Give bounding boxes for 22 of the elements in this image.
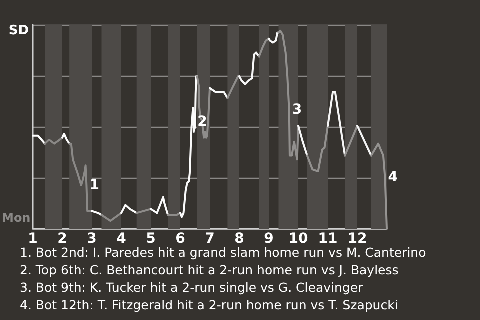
text: SD	[8, 24, 30, 38]
annotation: 4	[388, 170, 398, 186]
text: 4. Bot 12th: T. Fitzgerald hit a 2-run home run vs T. Szapucki	[20, 298, 398, 312]
x-tick-label: 8	[234, 231, 244, 247]
x-tick-label: 9	[264, 231, 274, 247]
x-tick-label: 5	[146, 231, 156, 247]
x-tick-label: 1	[28, 231, 38, 247]
annotation: 2	[198, 114, 208, 130]
text: Mon	[2, 211, 31, 225]
x-tick-label: 12	[348, 231, 368, 247]
x-tick-label: 2	[58, 231, 68, 247]
x-tick-label: 4	[116, 231, 127, 247]
x-tick-label: 7	[205, 231, 215, 247]
annotation: 3	[292, 102, 302, 118]
x-tick-label: 3	[87, 231, 97, 247]
text: 1. Bot 2nd: I. Paredes hit a grand slam home run vs M. Canterino	[20, 245, 426, 260]
x-tick-label: 10	[288, 231, 308, 247]
x-tick-label: 6	[176, 231, 186, 247]
annotation: 1	[90, 177, 100, 194]
x-tick-label: 11	[318, 231, 338, 247]
text: 3. Bot 9th: K. Tucker hit a 2-run single vs G. Cleavinger	[20, 280, 364, 295]
text: 2. Top 6th: C. Bethancourt hit a 2-run home run vs J. Bayless	[20, 262, 399, 278]
